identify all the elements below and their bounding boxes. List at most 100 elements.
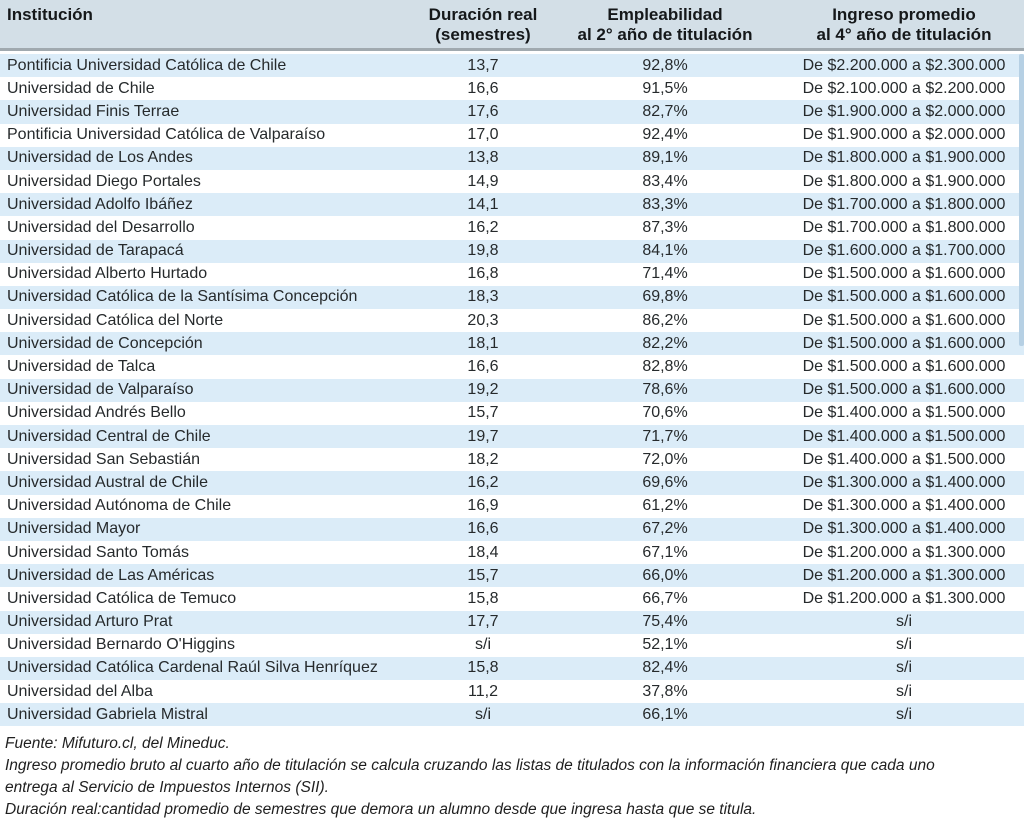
cell-institution: Universidad de Las Américas [7, 566, 215, 584]
table-row: Universidad Adolfo Ibáñez 14,1 83,3% De $1.… [0, 193, 1024, 217]
footnote-income-1: Ingreso promedio bruto al cuarto año de … [5, 757, 935, 775]
cell-duration-semesters: 16,2 [467, 473, 499, 491]
cell-institution: Universidad Adolfo Ibáñez [7, 195, 193, 213]
table-row: Universidad Autónoma de Chile 16,9 61,2% De… [0, 494, 1024, 518]
header-cell-duration-semesters: Duración real (semestres) [428, 5, 538, 44]
cell-employability-2nd-year: 84,1% [642, 242, 688, 260]
cell-income-4th-year: s/i [896, 659, 912, 677]
cell-duration-semesters: 19,8 [467, 242, 499, 260]
table-row: Pontificia Universidad Católica de Valpa… [0, 123, 1024, 147]
cell-employability-2nd-year: 71,7% [642, 427, 688, 445]
cell-income-4th-year: De $1.500.000 a $1.600.000 [802, 381, 1006, 399]
right-edge-strip [1019, 54, 1024, 346]
cell-duration-semesters: 18,2 [467, 450, 499, 468]
cell-income-4th-year: De $1.400.000 a $1.500.000 [802, 404, 1006, 422]
cell-income-4th-year: De $1.500.000 a $1.600.000 [802, 358, 1006, 376]
cell-institution: Universidad Alberto Hurtado [7, 265, 208, 283]
table-row: Universidad de Talca 16,6 82,8% De $1.500.0… [0, 355, 1024, 379]
cell-institution: Universidad Católica de Temuco [7, 589, 237, 607]
cell-employability-2nd-year: 91,5% [642, 79, 688, 97]
cell-institution: Universidad de Concepción [7, 334, 203, 352]
source-notes: Fuente: Mifuturo.cl, del Mineduc. Ingres… [0, 726, 1024, 821]
table-row: Universidad del Desarrollo 16,2 87,3% De $1… [0, 216, 1024, 240]
table-row: Universidad Católica de Temuco 15,8 66,7% D… [0, 587, 1024, 611]
cell-income-4th-year: De $1.700.000 a $1.800.000 [802, 195, 1006, 213]
cell-institution: Universidad de Valparaíso [7, 381, 194, 399]
cell-employability-2nd-year: 67,2% [642, 520, 688, 538]
cell-employability-2nd-year: 37,8% [642, 682, 688, 700]
cell-duration-semesters: s/i [475, 636, 491, 654]
cell-employability-2nd-year: 69,6% [642, 473, 688, 491]
universities-table: Institución Duración real (semestres) Emple… [0, 0, 1024, 727]
table-row: Universidad Arturo Prat 17,7 75,4% s/i [0, 610, 1024, 634]
cell-institution: Universidad Central de Chile [7, 427, 211, 445]
cell-duration-semesters: 15,7 [467, 566, 499, 584]
cell-income-4th-year: De $1.900.000 a $2.000.000 [802, 102, 1006, 120]
cell-income-4th-year: De $1.700.000 a $1.800.000 [802, 218, 1006, 236]
cell-employability-2nd-year: 66,0% [642, 566, 688, 584]
cell-income-4th-year: s/i [896, 613, 912, 631]
cell-duration-semesters: 13,8 [467, 149, 499, 167]
cell-income-4th-year: De $1.800.000 a $1.900.000 [802, 149, 1006, 167]
cell-income-4th-year: s/i [896, 682, 912, 700]
cell-employability-2nd-year: 69,8% [642, 288, 688, 306]
table-row: Universidad Gabriela Mistral s/i 66,1% s/i [0, 703, 1024, 727]
cell-institution: Universidad Mayor [7, 520, 141, 538]
cell-employability-2nd-year: 52,1% [642, 636, 688, 654]
cell-institution: Universidad Católica de la Santísima Con… [7, 288, 358, 306]
cell-employability-2nd-year: 61,2% [642, 497, 688, 515]
cell-duration-semesters: 13,7 [467, 56, 499, 74]
table-row: Universidad Santo Tomás 18,4 67,1% De $1.20… [0, 540, 1024, 565]
cell-duration-semesters: 19,7 [467, 427, 499, 445]
cell-employability-2nd-year: 67,1% [642, 543, 688, 561]
cell-income-4th-year: De $1.500.000 a $1.600.000 [802, 334, 1006, 352]
cell-duration-semesters: 15,8 [467, 659, 499, 677]
cell-duration-semesters: 18,1 [467, 334, 499, 352]
table-row: Universidad Finis Terrae 17,6 82,7% De $1.9… [0, 100, 1024, 124]
cell-institution: Universidad Santo Tomás [7, 543, 190, 561]
cell-institution: Universidad Austral de Chile [7, 473, 208, 491]
cell-employability-2nd-year: 82,7% [642, 102, 688, 120]
cell-duration-semesters: 18,4 [467, 543, 499, 561]
cell-duration-semesters: 16,6 [467, 520, 499, 538]
cell-duration-semesters: 11,2 [468, 682, 498, 700]
table-row: Universidad de Los Andes 13,8 89,1% De $1.8… [0, 146, 1024, 170]
cell-income-4th-year: De $1.600.000 a $1.700.000 [802, 242, 1006, 260]
cell-income-4th-year: De $2.100.000 a $2.200.000 [802, 79, 1006, 97]
cell-income-4th-year: De $1.300.000 a $1.400.000 [802, 520, 1006, 538]
cell-employability-2nd-year: 78,6% [642, 381, 688, 399]
cell-income-4th-year: De $1.800.000 a $1.900.000 [802, 172, 1006, 190]
cell-income-4th-year: De $1.500.000 a $1.600.000 [802, 311, 1006, 329]
cell-institution: Universidad de Tarapacá [7, 242, 184, 260]
table-row: Universidad San Sebastián 18,2 72,0% De $1.… [0, 448, 1024, 472]
cell-income-4th-year: De $2.200.000 a $2.300.000 [802, 56, 1006, 74]
cell-duration-semesters: 14,9 [467, 172, 499, 190]
table-row: Universidad Mayor 16,6 67,2% De $1.300.000 … [0, 517, 1024, 541]
cell-income-4th-year: De $1.900.000 a $2.000.000 [802, 126, 1006, 144]
cell-institution: Universidad Autónoma de Chile [7, 497, 232, 515]
cell-income-4th-year: s/i [896, 705, 912, 723]
cell-income-4th-year: De $1.200.000 a $1.300.000 [802, 589, 1006, 607]
header-cell-income-4th-year: Ingreso promedio al 4° año de titulación [816, 5, 992, 44]
cell-income-4th-year: De $1.400.000 a $1.500.000 [802, 427, 1006, 445]
cell-institution: Universidad Católica del Norte [7, 311, 224, 329]
cell-employability-2nd-year: 87,3% [642, 218, 688, 236]
cell-employability-2nd-year: 71,4% [642, 265, 688, 283]
cell-institution: Universidad del Alba [7, 682, 153, 700]
cell-duration-semesters: 16,9 [467, 497, 499, 515]
footnote-income-2: entrega al Servicio de Impuestos Interno… [5, 779, 329, 797]
cell-duration-semesters: 16,2 [467, 218, 499, 236]
cell-institution: Universidad Bernardo O'Higgins [7, 636, 236, 654]
cell-institution: Universidad Católica Cardenal Raúl Silva… [7, 659, 378, 677]
footnote-duration: Duración real:cantidad promedio de semes… [5, 801, 757, 819]
cell-duration-semesters: 20,3 [467, 311, 499, 329]
cell-institution: Pontificia Universidad Católica de Chile [7, 56, 287, 74]
header-cell-institution: Institución [7, 5, 93, 24]
cell-employability-2nd-year: 86,2% [642, 311, 688, 329]
table-row: Universidad de Chile 16,6 91,5% De $2.100.0… [0, 77, 1024, 101]
cell-income-4th-year: De $1.400.000 a $1.500.000 [802, 450, 1006, 468]
cell-institution: Universidad Diego Portales [7, 172, 201, 190]
table-row: Universidad de Valparaíso 19,2 78,6% De $1.… [0, 378, 1024, 402]
cell-income-4th-year: De $1.200.000 a $1.300.000 [802, 566, 1006, 584]
